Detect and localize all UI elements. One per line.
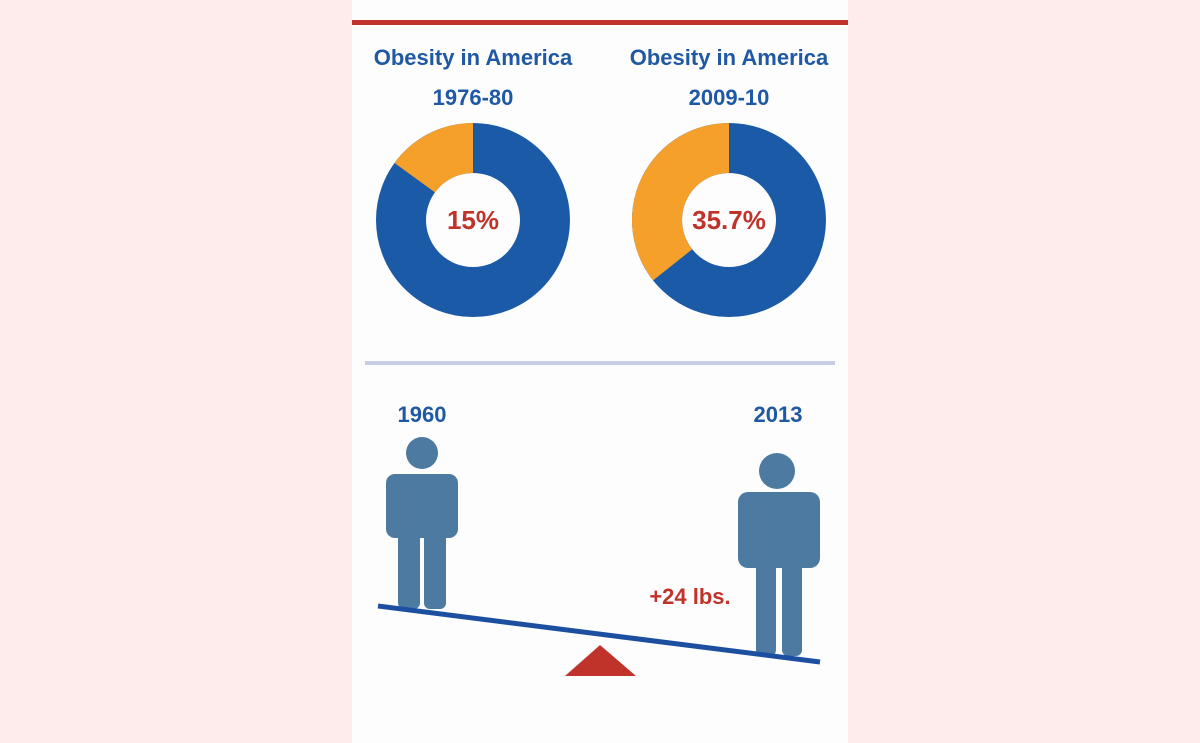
- seesaw-beam: [377, 603, 821, 665]
- divider: [365, 361, 835, 365]
- value-label: 35.7%: [692, 205, 766, 235]
- fulcrum: [565, 645, 636, 676]
- year-left: 1960: [398, 402, 447, 427]
- top-rule: [352, 20, 848, 25]
- person-left: [386, 437, 458, 609]
- weight-annotation: +24 lbs.: [649, 584, 730, 609]
- value-label: 15%: [447, 205, 499, 235]
- person-right: [738, 453, 820, 656]
- chart-title: Obesity in America 2009-10: [629, 45, 829, 110]
- chart-title: Obesity in America 1976-80: [373, 45, 573, 110]
- year-right: 2013: [754, 402, 803, 427]
- donut-segment: [632, 123, 729, 281]
- donut-segment: [394, 123, 473, 193]
